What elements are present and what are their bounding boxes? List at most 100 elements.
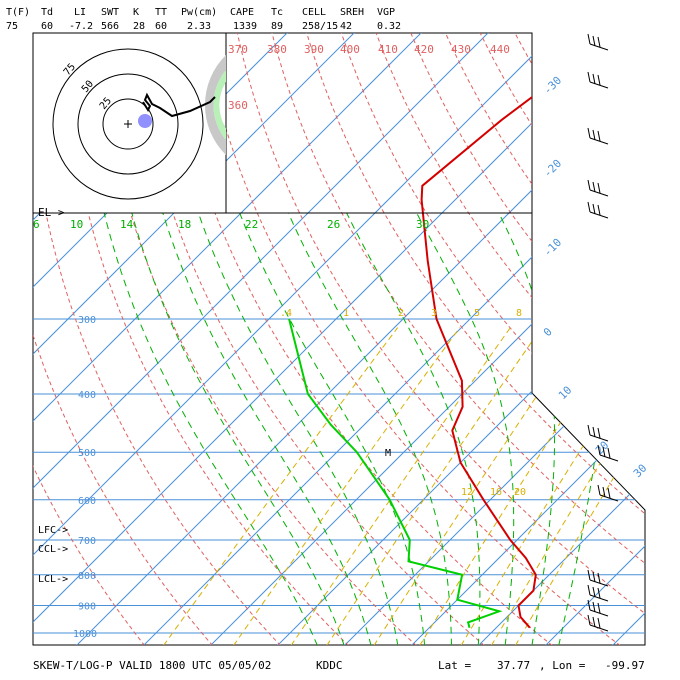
isobar-label: 900 — [78, 602, 96, 613]
moist-adiabat-label: 6 — [33, 218, 40, 231]
dewpoint-profile — [288, 318, 503, 628]
wind-barb-icon — [587, 201, 609, 219]
lon-label: , Lon = — [539, 659, 586, 672]
moist-adiabat-line — [162, 213, 372, 645]
wind-barb-icon — [597, 444, 619, 462]
m-marker: M — [385, 448, 391, 459]
header-labels: T(F) Td LI SWT K TT Pw(cm) CAPE Tc CELL SREH VGP — [6, 7, 395, 18]
moist-adiabat-label: 26 — [327, 218, 340, 231]
moist-adiabat-label: 30 — [416, 218, 429, 231]
isobar-label: 300 — [78, 315, 96, 326]
isobar-label: 500 — [78, 448, 96, 459]
mixing-ratio-line — [373, 327, 584, 645]
mixing-ratio-label: 16 — [490, 487, 502, 498]
isobar-label: 800 — [78, 571, 96, 582]
dry-adiabat-line — [167, 33, 553, 645]
dry-adiabat-label: 400 — [340, 43, 360, 56]
dry-adiabat-line — [236, 33, 645, 645]
header-value: 2.33 — [187, 21, 211, 32]
header-label: Td — [41, 7, 53, 18]
isobar-label: 400 — [78, 390, 96, 401]
isotherm-line — [142, 33, 645, 645]
dry-adiabat-line — [548, 33, 645, 645]
header-value: -7.2 — [69, 21, 93, 32]
moist-adiabat-line — [416, 213, 515, 645]
header-label: CELL — [302, 7, 326, 18]
wind-barb-icon — [587, 569, 609, 587]
lcl-marker: LCL-> — [38, 574, 68, 585]
dry-adiabat-line — [63, 33, 349, 645]
moist-adiabat-line — [288, 213, 452, 645]
dry-adiabat-label: 420 — [414, 43, 434, 56]
wind-barb-icon — [587, 33, 609, 51]
mixing-ratio-lines — [162, 327, 645, 645]
wind-barb-icon — [587, 179, 609, 197]
dry-adiabat-line — [583, 33, 645, 645]
moist-adiabat-labels: 6 10 14 18 22 26 30 — [33, 218, 429, 231]
dry-adiabat-label: 360 — [228, 99, 248, 112]
dry-adiabat-labels: 370 380 390 400 410 420 430 440 360 — [228, 43, 510, 112]
isobar-label: 700 — [78, 536, 96, 547]
dry-adiabat-line — [132, 33, 485, 645]
lfc-marker: LFC-> — [38, 525, 68, 536]
moist-adiabat-label: 14 — [120, 218, 134, 231]
dry-adiabat-line — [33, 33, 281, 645]
mixing-ratio-label: 5 — [474, 308, 480, 319]
isotherm-label: 30 — [631, 462, 650, 481]
header-value: 28 — [133, 21, 145, 32]
moist-adiabat-line — [131, 213, 345, 645]
header-value: 42 — [340, 21, 352, 32]
header-values: 75 60 -7.2 566 28 60 2.33 1339 89 258/15 42 0.32 — [6, 21, 401, 32]
moist-adiabat-line — [198, 213, 399, 645]
dry-adiabat-line — [618, 33, 645, 645]
wind-barb-icon — [587, 599, 609, 617]
dry-adiabat-label: 380 — [267, 43, 287, 56]
dry-adiabat-line — [271, 33, 645, 645]
hodograph-inset: 25 50 75 — [32, 32, 227, 214]
hodograph-green-arc — [213, 70, 226, 140]
mixing-ratio-label: 8 — [516, 308, 522, 319]
isotherm-line — [477, 33, 645, 645]
wind-barbs — [587, 33, 619, 632]
isotherm-label: -10 — [541, 236, 564, 259]
wind-barb-icon — [587, 614, 609, 632]
dry-adiabat-line — [306, 33, 645, 645]
isobar-labels: 300 400 500 600 700 800 900 1000 — [73, 315, 97, 640]
dry-adiabat-line — [375, 33, 645, 645]
header-label: T(F) — [6, 7, 30, 18]
isotherm-line — [410, 33, 645, 645]
station-id: KDDC — [316, 659, 343, 672]
mixing-ratio-line — [162, 327, 399, 645]
isotherm-line — [33, 33, 489, 645]
header-value: 258/15 — [302, 21, 338, 32]
moist-adiabat-line — [558, 213, 605, 645]
hodograph-trace — [142, 92, 216, 118]
dry-adiabat-label: 440 — [490, 43, 510, 56]
header-label: LI — [74, 7, 86, 18]
isotherm-line — [33, 33, 556, 645]
wind-barb-icon — [587, 71, 609, 89]
isotherm-line — [33, 33, 355, 645]
lon-value: -99.97 — [605, 659, 645, 672]
isobar-label: 1000 — [73, 629, 97, 640]
moist-adiabat-label: 10 — [70, 218, 83, 231]
wind-barb-icon — [587, 127, 609, 145]
ccl-marker: CCL-> — [38, 544, 68, 555]
wind-barb-icon — [587, 584, 609, 602]
header-label: VGP — [377, 7, 395, 18]
mixing-ratio-label: 1 — [343, 308, 349, 319]
lat-label: Lat = — [438, 659, 471, 672]
mixing-ratio-line — [514, 327, 645, 645]
isotherm-line — [343, 33, 645, 645]
isotherm-line — [544, 33, 645, 645]
mixing-ratio-label: .4 — [280, 308, 292, 319]
wind-barb-icon — [587, 424, 609, 442]
isotherm-label: 0 — [541, 325, 555, 339]
isotherm-line — [33, 33, 623, 645]
isotherm-line — [276, 33, 645, 645]
isotherm-label: -30 — [541, 74, 564, 97]
dry-adiabat-label: 410 — [378, 43, 398, 56]
header-label: SREH — [340, 7, 364, 18]
